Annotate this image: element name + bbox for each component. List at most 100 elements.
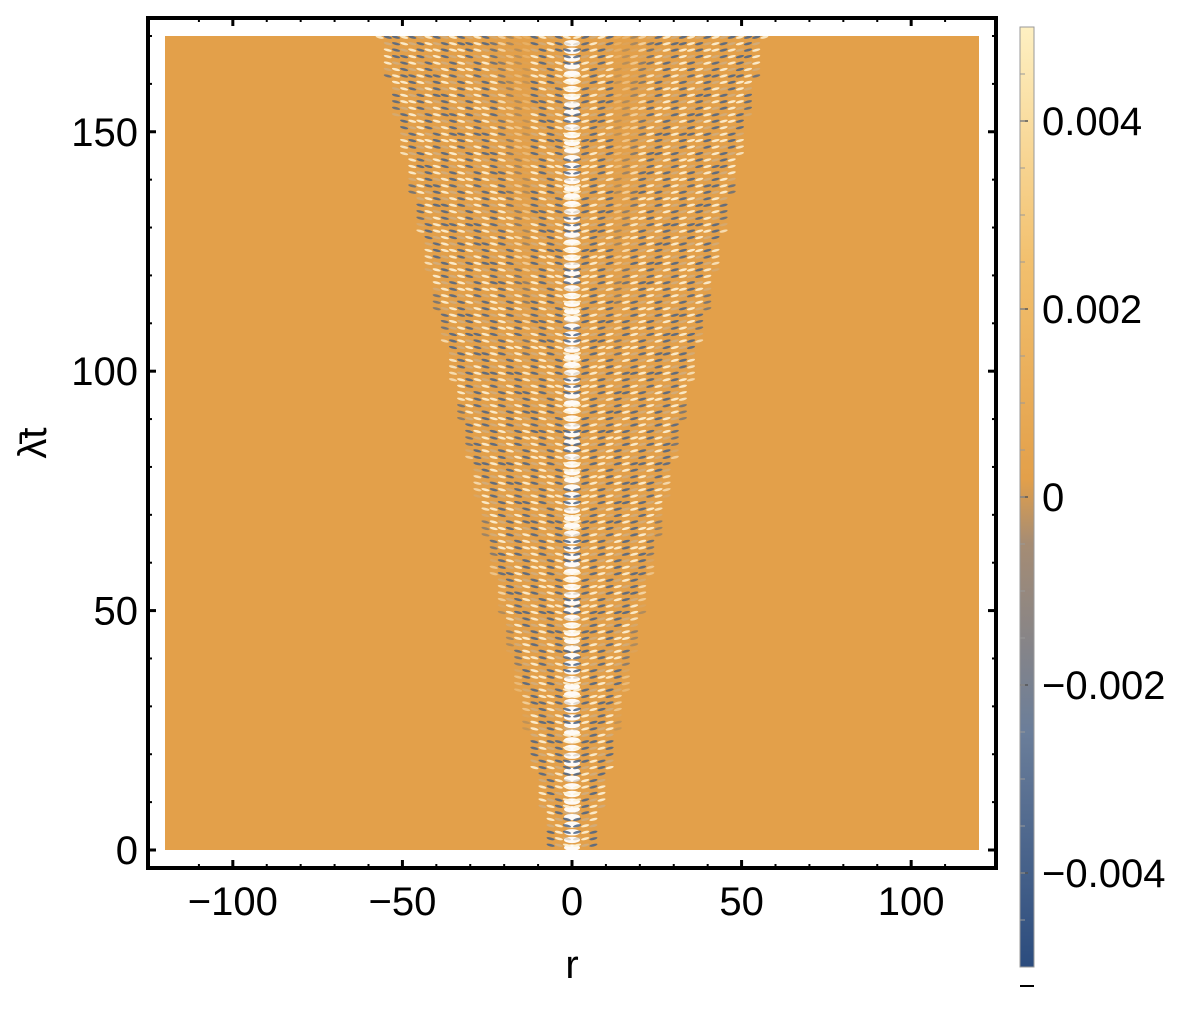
field-mark <box>621 36 630 39</box>
field-mark <box>481 449 490 453</box>
field-mark <box>573 604 582 608</box>
field-mark <box>581 701 590 705</box>
field-mark <box>646 546 655 550</box>
field-mark <box>400 119 409 123</box>
field-mark <box>654 391 663 395</box>
field-mark <box>589 371 598 375</box>
field-mark <box>678 365 687 369</box>
field-mark <box>562 339 571 343</box>
field-mark <box>538 248 547 253</box>
field-mark <box>562 824 571 828</box>
field-mark <box>546 332 555 337</box>
field-mark <box>562 733 571 737</box>
field-mark <box>538 617 547 621</box>
field-mark <box>497 455 506 460</box>
field-mark <box>573 707 582 712</box>
field-mark <box>554 294 563 298</box>
field-mark <box>538 132 547 136</box>
field-mark <box>408 132 417 136</box>
field-mark <box>638 100 647 104</box>
field-mark <box>489 507 498 511</box>
field-mark <box>505 229 514 233</box>
field-mark <box>605 274 614 279</box>
field-mark <box>630 481 639 485</box>
field-mark <box>654 151 663 156</box>
field-mark <box>630 494 639 498</box>
field-mark <box>400 151 409 156</box>
field-mark <box>530 248 539 253</box>
field-mark <box>605 36 614 39</box>
field-mark <box>522 578 531 582</box>
field-mark <box>562 513 571 518</box>
field-mark <box>605 248 614 253</box>
field-mark <box>605 733 614 737</box>
field-mark <box>546 707 555 712</box>
field-mark <box>703 300 712 304</box>
field-mark <box>546 151 555 156</box>
field-mark <box>481 158 490 162</box>
field-mark <box>589 48 598 52</box>
field-mark <box>703 132 712 136</box>
field-mark <box>752 67 761 72</box>
field-mark <box>711 164 720 169</box>
field-mark <box>597 778 606 783</box>
field-mark <box>546 507 555 511</box>
field-mark <box>638 319 647 324</box>
field-mark <box>589 197 598 201</box>
field-mark <box>613 313 622 317</box>
field-mark <box>573 539 582 544</box>
field-mark <box>630 546 639 550</box>
field-mark <box>630 281 639 285</box>
field-mark <box>621 391 630 395</box>
field-mark <box>589 804 598 809</box>
field-mark <box>530 617 539 621</box>
field-mark <box>605 216 614 220</box>
field-mark <box>473 184 482 188</box>
field-mark <box>473 119 482 123</box>
field-mark <box>662 462 671 466</box>
field-mark <box>530 67 539 72</box>
field-mark <box>416 171 425 175</box>
field-mark <box>621 332 630 337</box>
field-mark <box>670 410 679 414</box>
field-mark <box>522 42 531 46</box>
field-mark <box>522 307 531 311</box>
field-mark <box>448 210 458 214</box>
field-mark <box>416 197 425 201</box>
field-mark <box>581 281 590 285</box>
field-mark <box>546 190 555 194</box>
field-mark <box>621 455 630 460</box>
field-mark <box>589 42 598 46</box>
field-mark <box>514 584 523 589</box>
field-mark <box>613 404 622 408</box>
field-mark <box>522 287 531 291</box>
field-mark <box>703 119 712 123</box>
field-mark <box>424 210 433 214</box>
field-mark <box>465 281 474 285</box>
field-mark <box>473 248 482 253</box>
field-mark <box>589 36 598 39</box>
field-mark <box>497 578 506 582</box>
field-mark <box>530 468 539 472</box>
field-mark <box>554 675 563 679</box>
field-mark <box>662 61 671 65</box>
field-mark <box>621 423 630 427</box>
field-mark <box>538 791 547 796</box>
field-mark <box>695 261 704 266</box>
field-mark <box>646 494 655 498</box>
field-mark <box>562 229 571 233</box>
field-mark <box>589 126 598 130</box>
field-mark <box>497 87 506 91</box>
field-mark <box>457 242 466 246</box>
field-mark <box>554 772 563 776</box>
field-mark <box>613 681 622 686</box>
field-mark <box>735 61 744 65</box>
field-mark <box>573 649 582 653</box>
field-mark <box>621 559 630 563</box>
field-mark <box>481 74 490 78</box>
field-mark <box>581 500 590 505</box>
field-mark <box>564 583 580 591</box>
field-mark <box>489 210 498 214</box>
field-mark <box>670 365 679 369</box>
field-mark <box>424 138 433 143</box>
